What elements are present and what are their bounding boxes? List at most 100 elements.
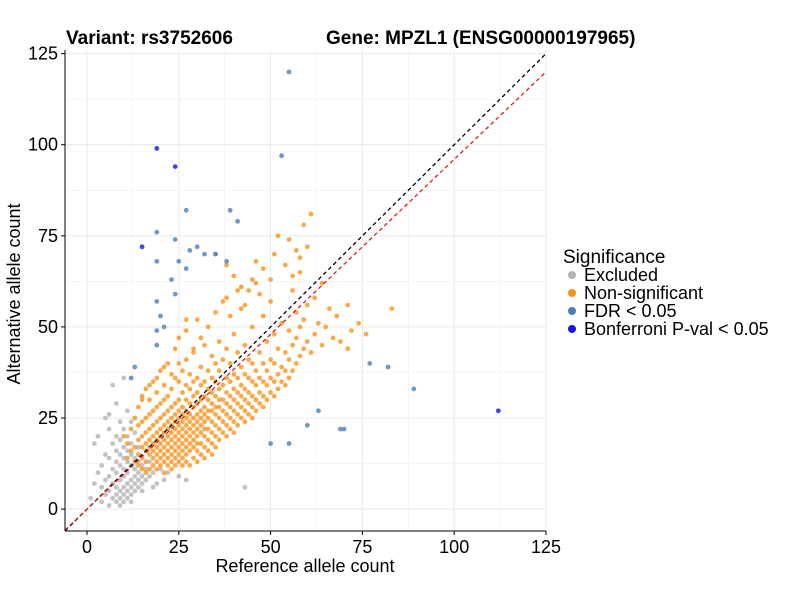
point-fdr-0-05 — [169, 277, 174, 282]
point-non-significant — [158, 368, 163, 374]
point-non-significant — [158, 401, 163, 406]
point-non-significant — [264, 339, 270, 344]
point-non-significant — [191, 430, 196, 435]
point-non-significant — [191, 444, 196, 450]
point-non-significant — [139, 397, 145, 403]
point-non-significant — [238, 393, 244, 399]
point-fdr-0-05 — [202, 251, 207, 257]
point-non-significant — [312, 295, 318, 301]
point-non-significant — [220, 397, 226, 403]
tick-labels: 0 25 50 75 100 125 0 25 50 75 100 125 — [28, 44, 561, 557]
point-non-significant — [183, 459, 189, 465]
point-non-significant — [154, 444, 160, 450]
point-non-significant — [275, 371, 281, 377]
point-non-significant — [286, 375, 292, 381]
point-excluded — [110, 441, 116, 446]
point-non-significant — [213, 433, 218, 439]
point-non-significant — [154, 375, 160, 381]
point-fdr-0-05 — [161, 324, 167, 330]
point-non-significant — [158, 448, 163, 454]
point-non-significant — [161, 382, 167, 388]
point-excluded — [92, 481, 97, 486]
point-non-significant — [158, 426, 163, 432]
point-non-significant — [209, 441, 215, 446]
point-non-significant — [194, 448, 200, 454]
point-non-significant — [176, 444, 182, 450]
point-non-significant — [202, 433, 207, 439]
point-fdr-0-05 — [227, 207, 233, 213]
point-non-significant — [202, 426, 207, 432]
point-non-significant — [202, 404, 207, 410]
point-non-significant — [220, 419, 226, 425]
point-excluded — [139, 473, 145, 479]
point-non-significant — [231, 386, 237, 392]
point-non-significant — [264, 368, 270, 374]
point-non-significant — [187, 463, 193, 468]
point-fdr-0-05 — [341, 426, 347, 432]
point-non-significant — [301, 346, 307, 352]
grid — [65, 50, 547, 531]
point-non-significant — [169, 430, 174, 435]
point-non-significant — [139, 433, 145, 439]
point-non-significant — [205, 408, 211, 414]
point-non-significant — [202, 412, 207, 417]
point-non-significant — [268, 375, 273, 381]
point-non-significant — [297, 353, 303, 359]
point-non-significant — [268, 299, 273, 304]
point-excluded — [128, 441, 134, 446]
point-fdr-0-05 — [316, 408, 321, 414]
point-excluded — [103, 477, 108, 483]
point-non-significant — [180, 368, 185, 374]
x-axis-title: Reference allele count — [215, 556, 394, 576]
point-non-significant — [323, 324, 329, 330]
point-non-significant — [180, 419, 185, 425]
point-non-significant — [154, 466, 160, 472]
point-non-significant — [264, 382, 270, 388]
point-non-significant — [150, 455, 156, 461]
point-non-significant — [220, 382, 226, 388]
point-non-significant — [139, 419, 145, 425]
point-non-significant — [231, 419, 237, 425]
point-excluded — [128, 499, 134, 505]
point-non-significant — [194, 433, 200, 439]
point-non-significant — [158, 415, 163, 421]
point-fdr-0-05 — [338, 426, 343, 432]
point-non-significant — [260, 361, 266, 366]
point-fdr-0-05 — [411, 386, 417, 392]
point-non-significant — [301, 222, 307, 228]
point-non-significant — [187, 448, 193, 454]
point-non-significant — [194, 459, 200, 465]
point-non-significant — [209, 401, 215, 406]
point-fdr-0-05 — [279, 153, 284, 159]
point-fdr-0-05 — [158, 313, 163, 319]
point-non-significant — [227, 313, 233, 319]
point-excluded — [117, 477, 123, 483]
point-non-significant — [238, 284, 244, 290]
point-non-significant — [198, 335, 204, 341]
point-excluded — [139, 488, 145, 494]
point-excluded — [165, 470, 171, 476]
point-non-significant — [205, 426, 211, 432]
point-excluded — [132, 481, 138, 486]
point-non-significant — [260, 393, 266, 399]
point-non-significant — [169, 437, 174, 443]
point-excluded — [92, 441, 97, 446]
y-tick-label: 50 — [38, 317, 58, 337]
point-excluded — [150, 484, 156, 490]
point-non-significant — [183, 444, 189, 450]
point-non-significant — [205, 415, 211, 421]
point-excluded — [110, 466, 116, 472]
data-points — [88, 69, 501, 508]
point-excluded — [136, 470, 141, 476]
point-non-significant — [249, 379, 255, 384]
y-tick-label: 0 — [48, 499, 58, 519]
point-non-significant — [271, 331, 277, 337]
point-excluded — [88, 495, 94, 501]
point-non-significant — [176, 408, 182, 414]
point-non-significant — [191, 350, 196, 355]
point-non-significant — [242, 342, 248, 348]
point-non-significant — [180, 455, 185, 461]
point-non-significant — [224, 422, 230, 428]
point-non-significant — [136, 437, 141, 443]
point-excluded — [136, 477, 141, 483]
